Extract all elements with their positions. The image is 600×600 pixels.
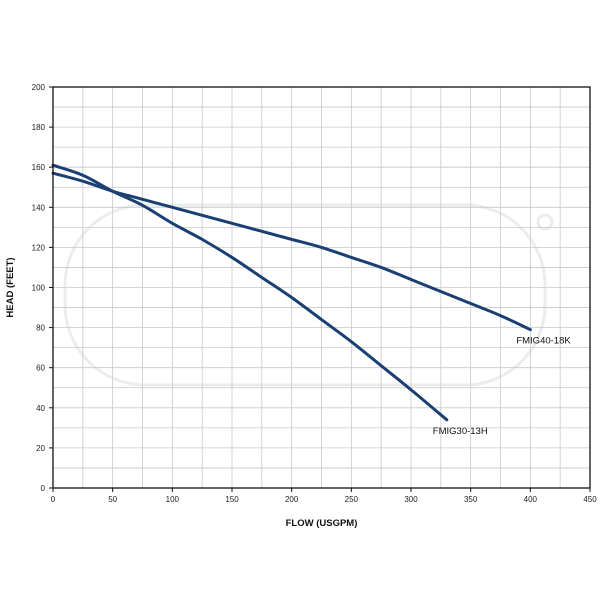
y-axis-title: HEAD (FEET) [5,257,16,317]
axis-ticks: 0 50 100 150 200 250 300 350 400 450 0 20 40 60 80 100 1… [32,83,598,504]
y-tick-label: 80 [36,324,45,333]
x-tick-label: 400 [524,495,538,504]
x-tick-label: 350 [464,495,478,504]
y-tick-label: 20 [36,444,45,453]
x-tick-label: 50 [108,495,117,504]
x-axis-title: FLOW (USGPM) [286,518,358,529]
series-lines: FMIG40-18K FMIG30-13H [51,163,571,437]
x-tick-label: 0 [51,495,56,504]
y-tick-label: 180 [32,123,46,132]
x-tick-label: 100 [166,495,180,504]
background-logo-watermark [63,203,554,387]
x-tick-label: 150 [225,495,239,504]
x-tick-label: 250 [345,495,359,504]
y-tick-label: 120 [32,243,46,252]
series-label-fmig30-13h: FMIG30-13H [433,426,488,437]
y-tick-label: 160 [32,163,46,172]
x-tick-label: 450 [583,495,597,504]
series-line-fmig40-18k [51,171,532,332]
y-tick-label: 100 [32,284,46,293]
y-tick-label: 0 [41,484,46,493]
series-line-fmig30-13h [51,163,449,422]
y-tick-label: 60 [36,364,45,373]
series-label-fmig40-18k: FMIG40-18K [516,336,571,347]
x-tick-label: 200 [285,495,299,504]
y-tick-label: 140 [32,203,46,212]
x-tick-label: 300 [404,495,418,504]
y-tick-label: 40 [36,404,45,413]
grid-lines [52,86,591,489]
plot-frame [52,86,591,489]
y-tick-label: 200 [32,83,46,92]
